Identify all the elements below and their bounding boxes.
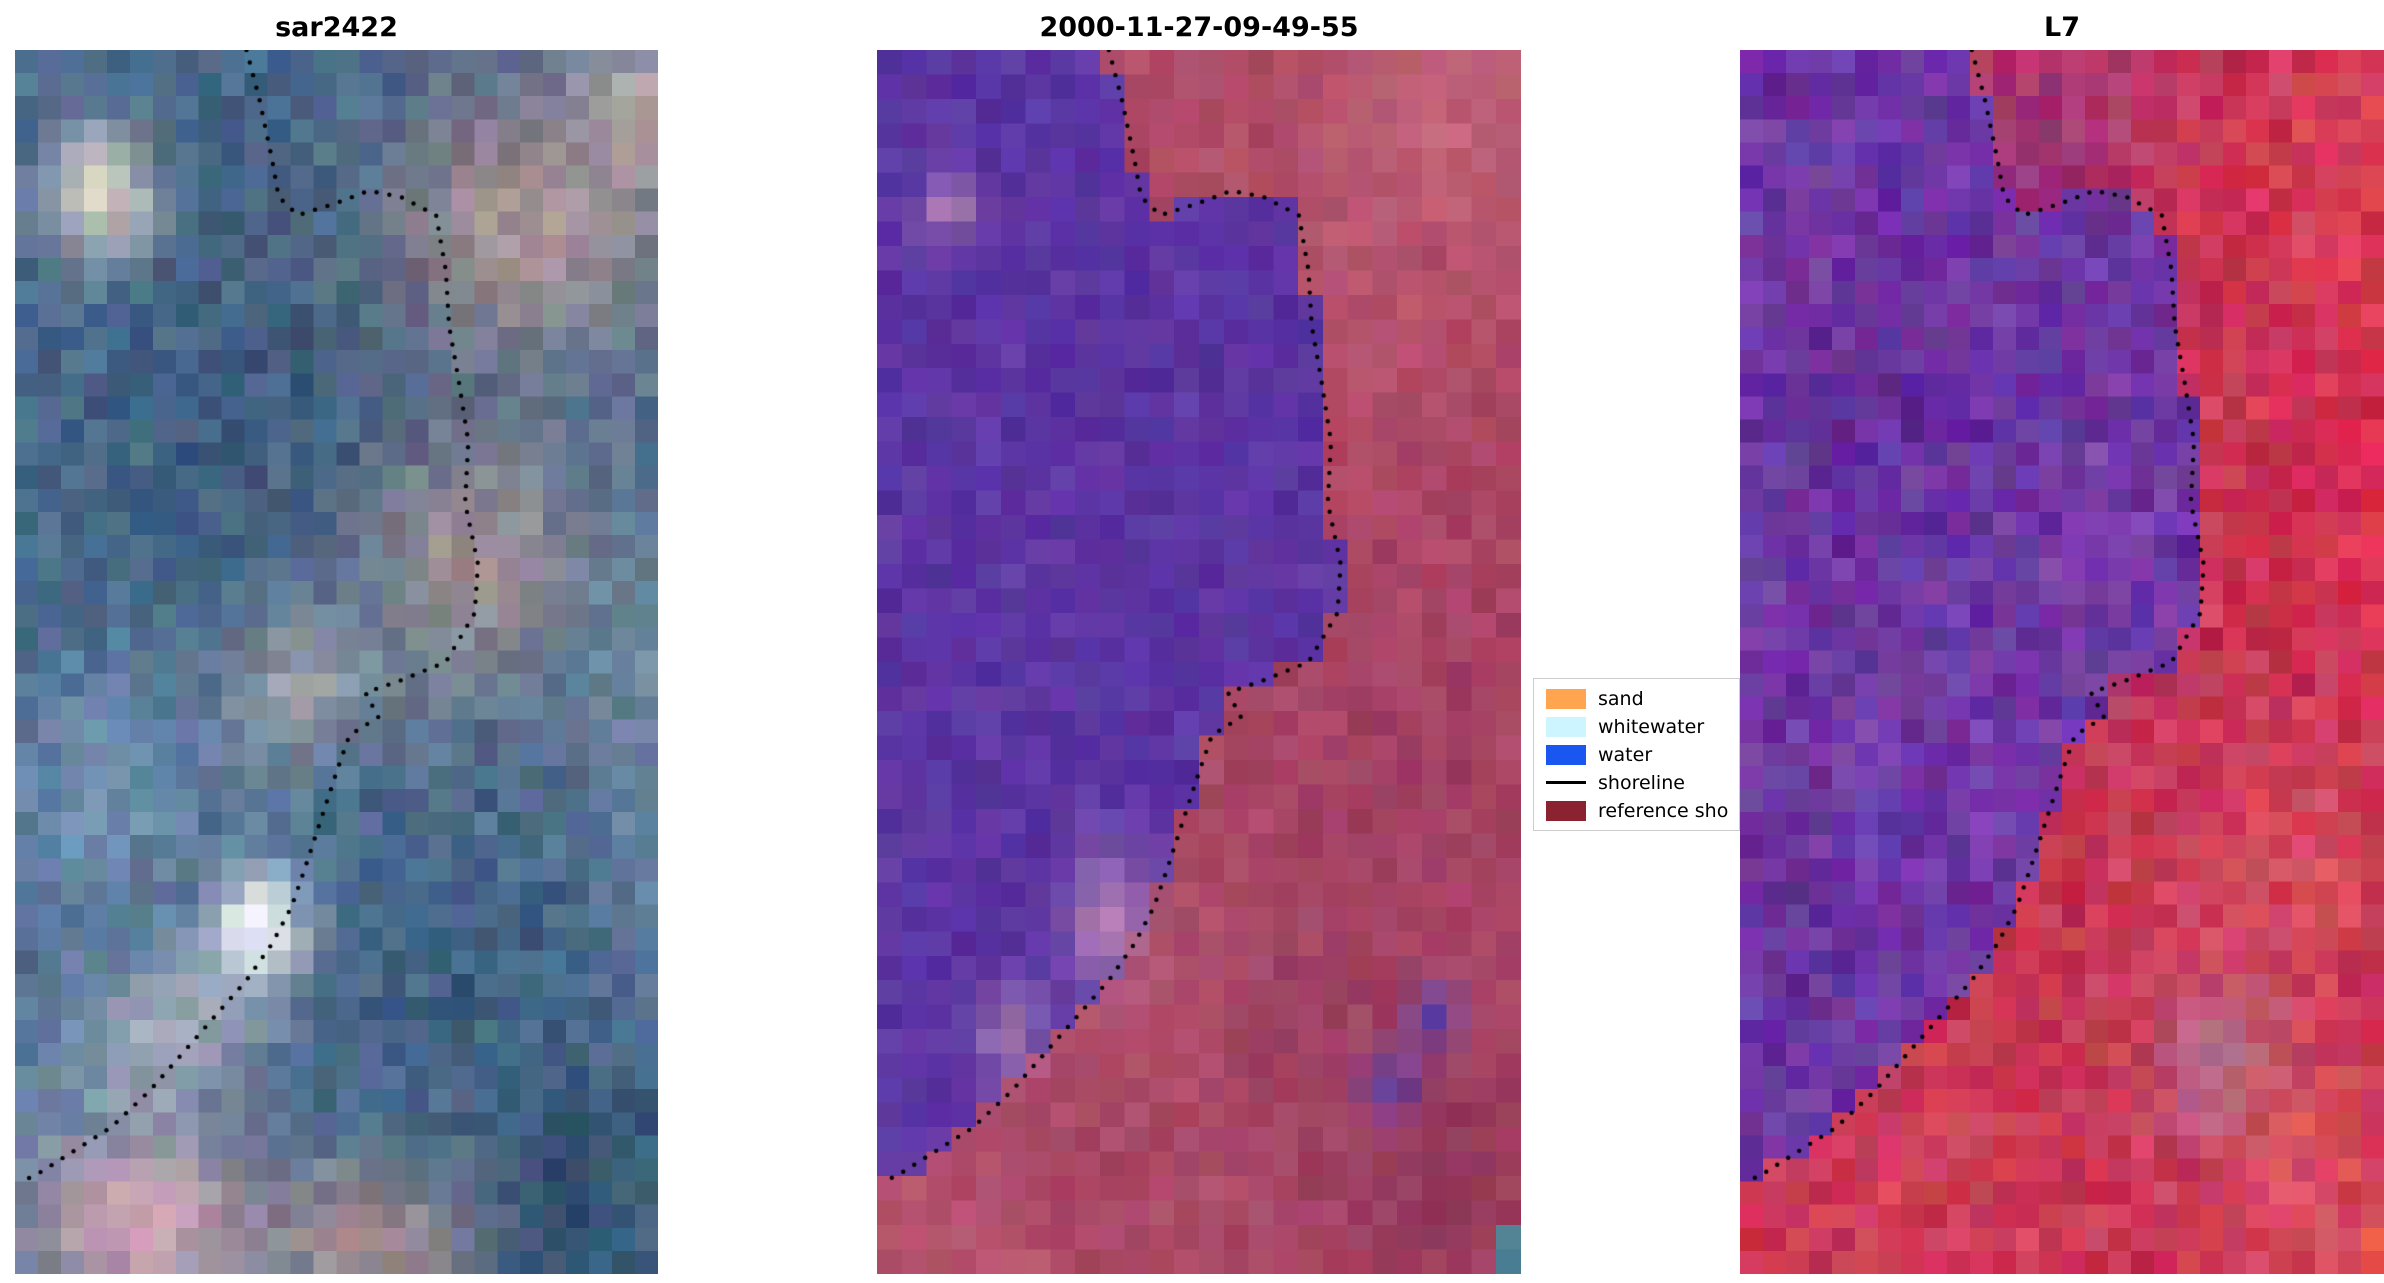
legend-color-patch — [1546, 688, 1586, 709]
legend-color-patch — [1546, 800, 1586, 821]
legend-label: reference sho — [1598, 799, 1729, 822]
panel-title-classification-timestamp: 2000-11-27-09-49-55 — [1039, 12, 1359, 43]
legend-label: whitewater — [1598, 715, 1705, 738]
legend-item-reference-sho: reference sho — [1546, 799, 1729, 822]
legend-item-whitewater: whitewater — [1546, 715, 1727, 738]
classification-shoreline-dots — [877, 50, 1521, 1274]
legend-label: shoreline — [1598, 771, 1685, 794]
legend-line-sample — [1546, 781, 1586, 784]
panel-sar2422-image — [15, 50, 658, 1274]
legend-item-shoreline: shoreline — [1546, 771, 1727, 794]
panel-title-l7: L7 — [2044, 12, 2080, 43]
legend-color-patch — [1546, 716, 1586, 737]
legend-item-water: water — [1546, 743, 1727, 766]
legend-item-sand: sand — [1546, 687, 1727, 710]
legend: sand whitewater water shoreline reference sh… — [1533, 678, 1740, 831]
legend-label: sand — [1598, 687, 1644, 710]
panel-l7-image — [1740, 50, 2384, 1274]
legend-label: water — [1598, 743, 1653, 766]
l7-shoreline-dots — [1740, 50, 2384, 1274]
panel-classification-image — [877, 50, 1521, 1274]
legend-color-patch — [1546, 744, 1586, 765]
panel-title-sar2422: sar2422 — [275, 12, 398, 43]
sar2422-shoreline-dots — [15, 50, 658, 1274]
